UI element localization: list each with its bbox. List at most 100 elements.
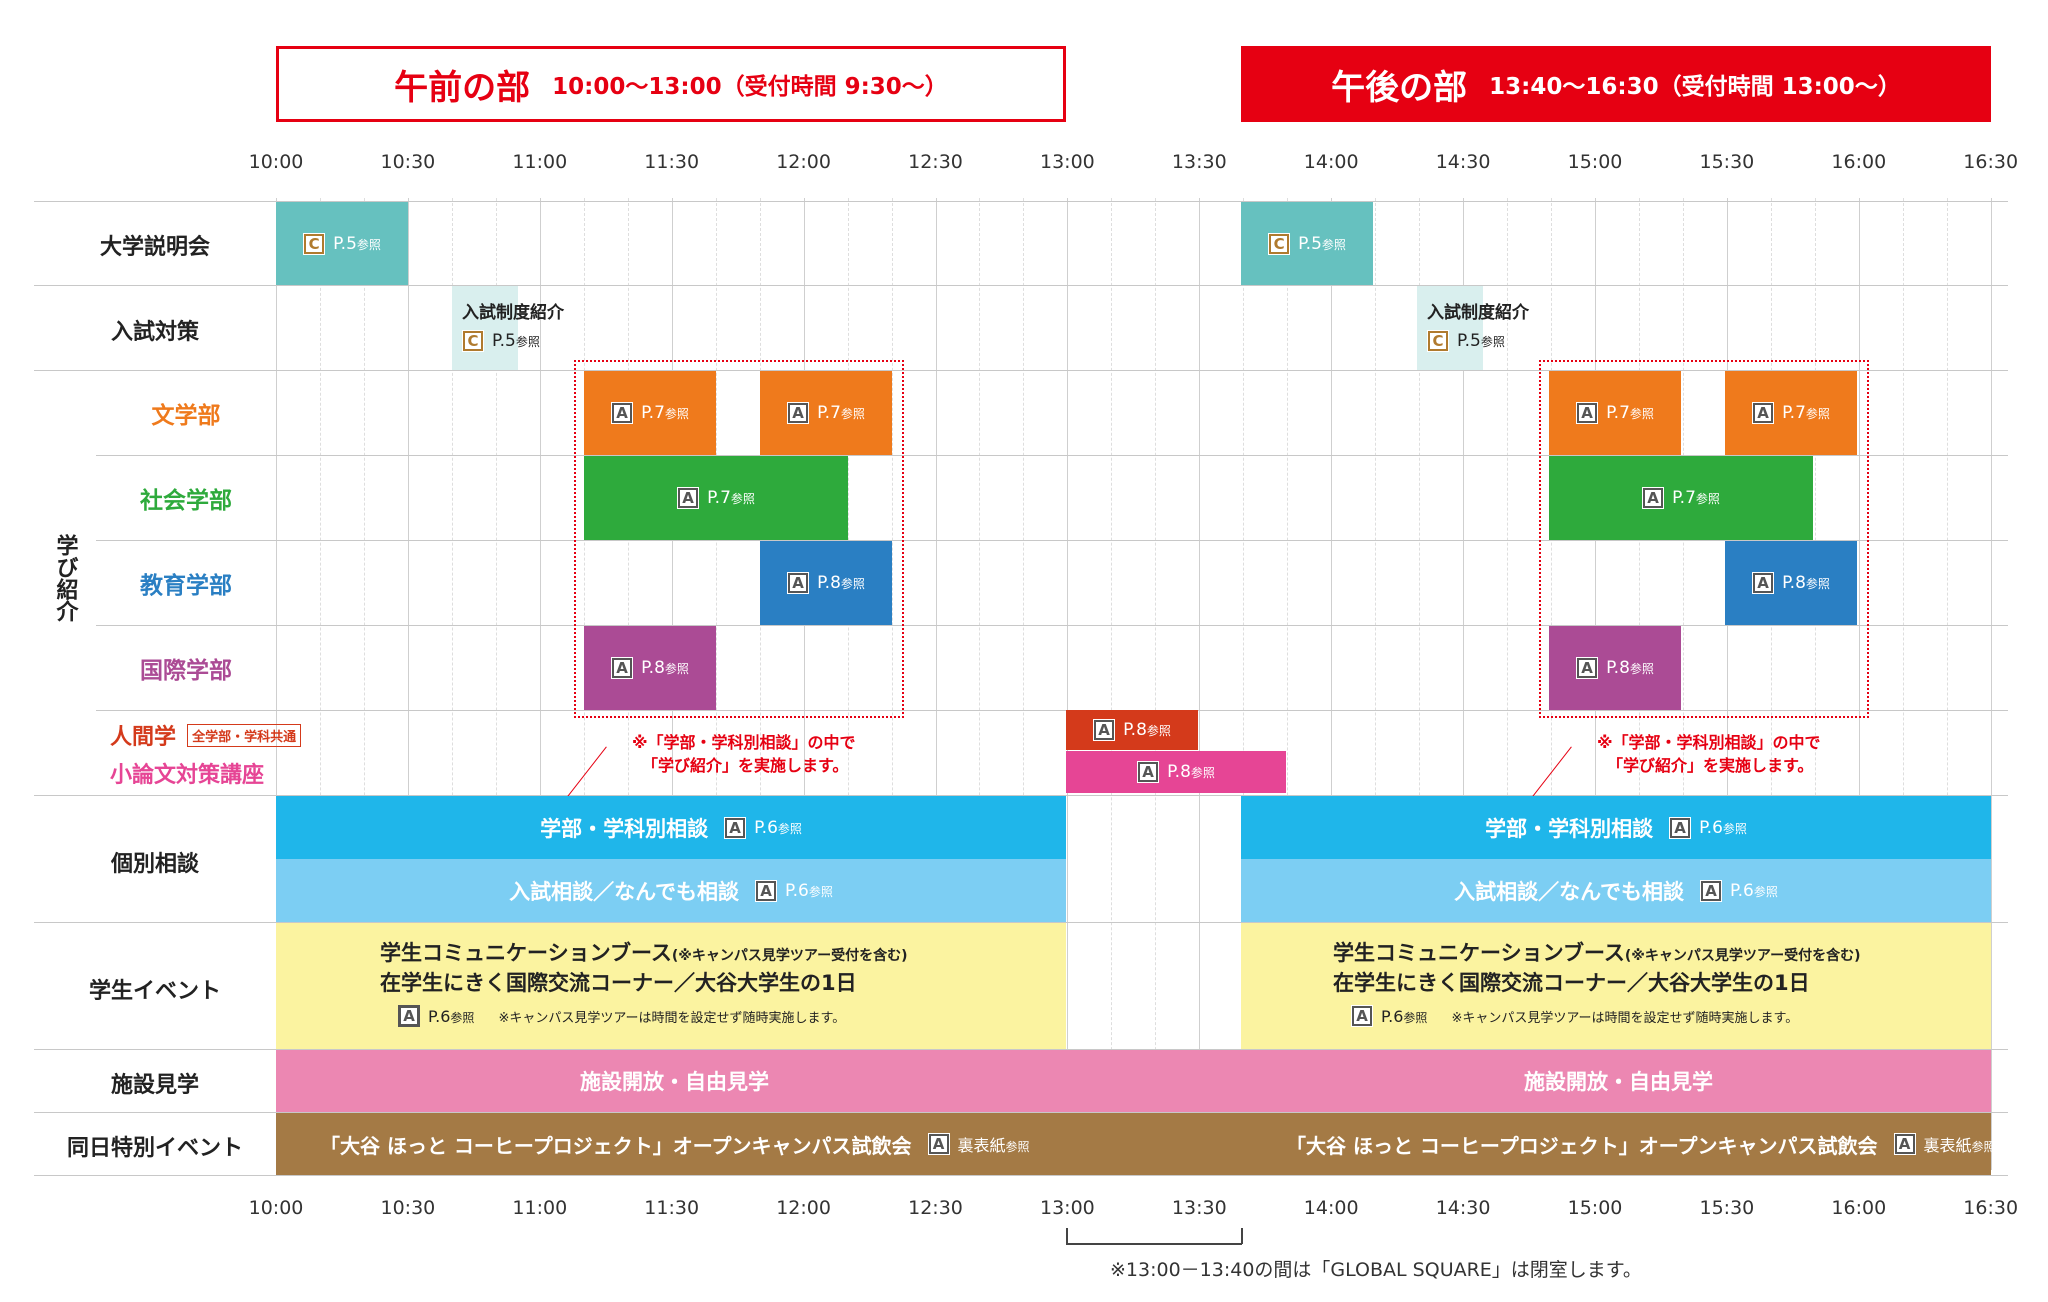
minor-grid-line <box>1682 198 1684 1170</box>
minor-grid-line <box>363 198 365 1170</box>
page-ref: P.5参照 <box>333 233 381 254</box>
literature-am-2[interactable]: A P.7参照 <box>760 371 892 455</box>
time-tick-label: 13:30 <box>1171 1197 1227 1219</box>
coffee-event-bar[interactable]: 「大谷 ほっと コーヒープロジェクト」オープンキャンパス試飲会 A 裏表紙参照 … <box>276 1113 1996 1175</box>
a-badge-icon: A <box>1700 879 1723 902</box>
briefing-pm-block[interactable]: C P.5参照 <box>1241 202 1373 285</box>
time-tick-label: 13:30 <box>1171 151 1227 173</box>
literature-pm-1[interactable]: A P.7参照 <box>1549 371 1681 455</box>
minor-grid-line <box>319 198 321 1170</box>
general-consult-pm[interactable]: 入試相談／なんでも相談 A P.6参照 <box>1241 859 1991 922</box>
row-divider <box>34 1049 2008 1050</box>
dept-consult-pm[interactable]: 学部・学科別相談 A P.6参照 <box>1241 796 1991 859</box>
a-badge-icon: A <box>1576 402 1599 424</box>
learning-intro-note-pm: ※「学部・学科別相談」の中で 「学び紹介」を実施します。 <box>1597 733 1821 775</box>
time-tick-label: 16:00 <box>1831 1197 1887 1219</box>
time-tick-label: 12:00 <box>776 151 831 173</box>
education-pm[interactable]: A P.8参照 <box>1725 541 1857 625</box>
dept-consult-am[interactable]: 学部・学科別相談 A P.6参照 <box>276 796 1066 859</box>
page-ref: P.5参照 <box>1298 233 1346 254</box>
major-grid-line <box>1463 198 1465 1170</box>
a-badge-icon: A <box>1752 572 1775 594</box>
c-badge-icon: C <box>1268 232 1291 255</box>
time-tick-label: 14:00 <box>1303 1197 1359 1219</box>
ningengaku-label: 人間学 <box>110 725 177 750</box>
essay-course-block[interactable]: A P.8参照 <box>1066 751 1286 793</box>
sociology-pm[interactable]: A P.7参照 <box>1549 456 1813 540</box>
a-badge-icon: A <box>787 572 810 594</box>
row-label-special-event: 同日特別イベント <box>66 1136 243 1161</box>
literature-am-1[interactable]: A P.7参照 <box>584 371 716 455</box>
facility-label-am: 施設開放・自由見学 <box>580 1070 769 1094</box>
exam-prep-pm-ref[interactable]: C P.5 参照 <box>1427 330 1505 352</box>
c-badge-icon: C <box>462 330 484 352</box>
time-tick-label: 15:30 <box>1699 1197 1755 1219</box>
closed-bracket-bar <box>1066 1243 1242 1245</box>
c-badge-icon: C <box>303 232 326 255</box>
time-tick-label: 10:00 <box>248 1197 304 1219</box>
row-label-student-event: 学生イベント <box>88 979 221 1004</box>
row-label-literature: 文学部 <box>151 403 221 429</box>
time-tick-label: 15:00 <box>1567 1197 1623 1219</box>
international-pm[interactable]: A P.8参照 <box>1549 626 1681 710</box>
row-label-facility-tour: 施設見学 <box>110 1073 199 1098</box>
time-tick-label: 15:00 <box>1567 151 1623 173</box>
student-event-am[interactable]: 学生コミュニケーションブース(※キャンパス見学ツアー受付を含む) 在学生にきく国… <box>276 923 1066 1049</box>
minor-grid-line <box>1243 198 1245 1170</box>
row-divider <box>96 710 2008 711</box>
event-line-2: 在学生にきく国際交流コーナー／大谷大学生の1日 <box>1333 971 1810 995</box>
education-am[interactable]: A P.8参照 <box>760 541 892 625</box>
morning-title: 午前の部 <box>394 67 531 108</box>
row-divider <box>96 625 2008 626</box>
time-tick-label: 16:30 <box>1963 151 2019 173</box>
a-badge-icon: A <box>611 657 634 679</box>
a-badge-icon: A <box>1893 1133 1916 1155</box>
row-label-exam-prep: 入試対策 <box>110 320 199 345</box>
international-am[interactable]: A P.8参照 <box>584 626 716 710</box>
closed-bracket-right <box>1241 1228 1243 1244</box>
major-grid-line <box>1331 198 1333 1170</box>
minor-grid-line <box>891 198 893 1170</box>
learning-intro-pm-frame <box>1539 360 1869 718</box>
row-divider <box>34 1175 2008 1176</box>
time-tick-label: 16:30 <box>1963 1197 2019 1219</box>
literature-pm-2[interactable]: A P.7参照 <box>1725 371 1857 455</box>
time-tick-label: 15:30 <box>1699 151 1755 173</box>
a-badge-icon: A <box>1351 1005 1373 1027</box>
a-badge-icon: A <box>787 402 810 424</box>
time-tick-label: 11:30 <box>644 1197 700 1219</box>
time-tick-label: 11:30 <box>644 151 700 173</box>
a-badge-icon: A <box>755 879 778 902</box>
time-tick-label: 10:30 <box>380 1197 436 1219</box>
time-tick-label: 12:00 <box>776 1197 831 1219</box>
facility-open-bar[interactable]: 施設開放・自由見学 施設開放・自由見学 <box>276 1050 1991 1112</box>
general-consult-am[interactable]: 入試相談／なんでも相談 A P.6参照 <box>276 859 1066 922</box>
major-grid-line <box>1199 198 1201 1170</box>
exam-prep-am-shade <box>452 286 518 370</box>
time-tick-label: 10:00 <box>248 151 304 173</box>
row-divider <box>34 285 2008 286</box>
minor-grid-line <box>1507 198 1509 1170</box>
exam-prep-am-ref[interactable]: C P.5 参照 <box>462 330 540 352</box>
a-badge-icon: A <box>398 1005 420 1027</box>
minor-grid-line <box>1111 198 1113 1170</box>
coffee-event-pm: 「大谷 ほっと コーヒープロジェクト」オープンキャンパス試飲会 A 裏表紙参照 <box>1286 1133 1996 1158</box>
row-label-university-briefing: 大学説明会 <box>99 235 210 260</box>
a-badge-icon: A <box>724 816 747 839</box>
minor-grid-line <box>979 198 981 1170</box>
time-tick-label: 12:30 <box>908 1197 963 1219</box>
student-event-pm[interactable]: 学生コミュニケーションブース(※キャンパス見学ツアー受付を含む) 在学生にきく国… <box>1241 923 1991 1049</box>
row-divider <box>34 922 2008 923</box>
row-label-international: 国際学部 <box>140 658 232 684</box>
minor-grid-line <box>1287 198 1289 1170</box>
ningengaku-block[interactable]: A P.8参照 <box>1066 710 1198 750</box>
major-grid-line <box>407 198 409 1170</box>
major-grid-line <box>803 198 805 1170</box>
learning-intro-note-am: ※「学部・学科別相談」の中で 「学び紹介」を実施します。 <box>632 733 856 775</box>
row-label-essay-course: 小論文対策講座 <box>110 763 265 788</box>
briefing-am-block[interactable]: C P.5参照 <box>276 202 408 285</box>
time-tick-label: 13:00 <box>1040 1197 1095 1219</box>
exam-prep-pm-shade <box>1417 286 1483 370</box>
sociology-am[interactable]: A P.7参照 <box>584 456 848 540</box>
